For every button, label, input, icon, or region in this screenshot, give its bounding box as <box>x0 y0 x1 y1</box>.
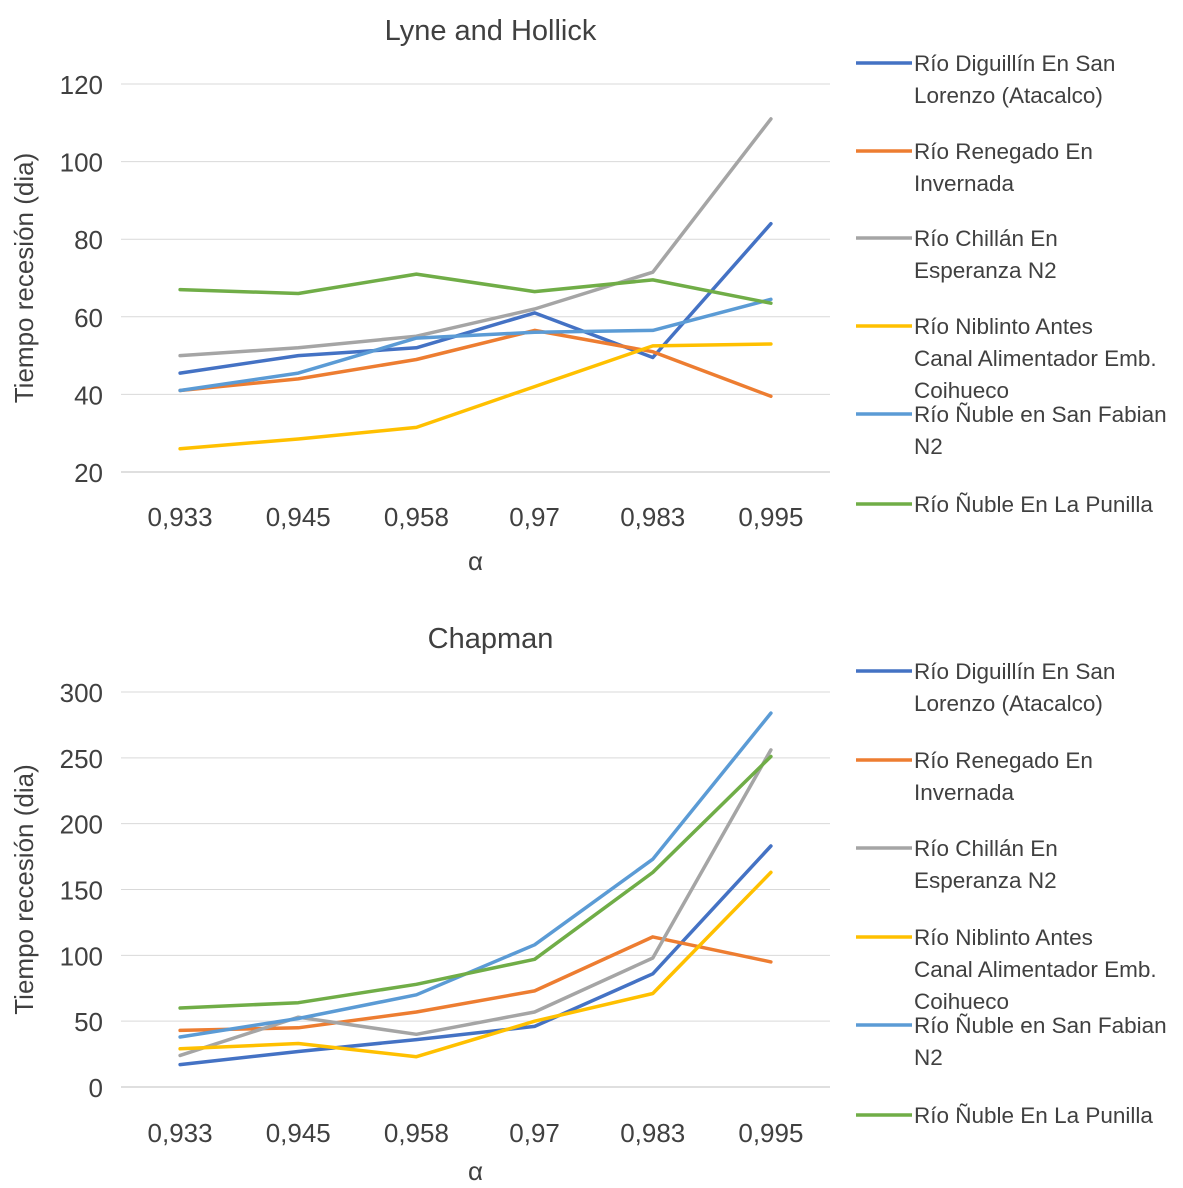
x-tick-label: 0,933 <box>148 1118 213 1148</box>
x-tick-label: 0,983 <box>620 1118 685 1148</box>
chart-title: Chapman <box>428 623 554 655</box>
x-tick-label: 0,958 <box>384 1118 449 1148</box>
chart-title: Lyne and Hollick <box>385 15 597 47</box>
legend-item-rio-nuble-en-san-fabian-n2: Río Ñuble en San Fabian N2 <box>856 402 1167 459</box>
y-tick-label: 60 <box>74 303 103 333</box>
y-tick-label: 100 <box>60 941 103 971</box>
x-tick-label: 0,97 <box>509 502 560 532</box>
series-line-rio-renegado-en-invernada <box>178 328 773 399</box>
series-line-rio-chillan-en-esperanza-n2 <box>178 117 773 358</box>
legend-item-rio-renegado-en-invernada: Río Renegado En Invernada <box>856 139 1093 196</box>
y-tick-label: 150 <box>60 876 103 906</box>
legend-item-rio-nuble-en-la-punilla: Río Ñuble En La Punilla <box>856 492 1153 517</box>
legend: Río Diguillín En San Lorenzo (Atacalco) Rí… <box>856 659 1167 1128</box>
series-line-rio-nuble-en-san-fabian-n2 <box>178 711 773 1039</box>
y-tick-label: 80 <box>74 225 103 255</box>
chart-lyne-and-hollick: Lyne and Hollick 20 40 60 80 100 120 0,933 0,945… <box>9 15 1167 576</box>
x-axis-label: α <box>468 1156 483 1186</box>
x-tick-label: 0,97 <box>509 1118 560 1148</box>
legend-item-rio-diguillin-en-san-lorenzo-atacalco: Río Diguillín En San Lorenzo (Atacalco) <box>856 659 1115 716</box>
x-tick-label: 0,983 <box>620 502 685 532</box>
legend-item-rio-niblinto-antes-canal-alimentador-emb-coihueco: Río Niblinto Antes Canal Alimentador Emb.… <box>856 925 1157 1014</box>
legend-label: Río Diguillín En San Lorenzo (Atacalco) <box>914 659 1115 716</box>
legend-label: Río Ñuble en San Fabian N2 <box>914 402 1167 459</box>
legend-label: Río Ñuble en San Fabian N2 <box>914 1013 1167 1070</box>
legend-item-rio-chillan-en-esperanza-n2: Río Chillán En Esperanza N2 <box>856 226 1058 283</box>
x-axis-label: α <box>468 546 483 576</box>
legend-label: Río Ñuble En La Punilla <box>914 1103 1153 1128</box>
y-tick-label: 40 <box>74 380 103 410</box>
y-tick-label: 200 <box>60 810 103 840</box>
series-line-rio-nuble-en-la-punilla <box>178 272 773 305</box>
legend-label: Río Ñuble En La Punilla <box>914 492 1153 517</box>
legend-label: Río Renegado En Invernada <box>914 139 1093 196</box>
y-tick-label: 300 <box>60 678 103 708</box>
legend-label: Río Renegado En Invernada <box>914 748 1093 805</box>
legend-item-rio-diguillin-en-san-lorenzo-atacalco: Río Diguillín En San Lorenzo (Atacalco) <box>856 51 1115 108</box>
series-line-rio-chillan-en-esperanza-n2 <box>178 748 773 1058</box>
legend-label: Río Chillán En Esperanza N2 <box>914 836 1058 893</box>
series-line-rio-diguillin-en-san-lorenzo-atacalco <box>178 844 773 1067</box>
y-tick-label: 0 <box>89 1073 103 1103</box>
legend-item-rio-chillan-en-esperanza-n2: Río Chillán En Esperanza N2 <box>856 836 1058 893</box>
x-tick-label: 0,945 <box>266 1118 331 1148</box>
series-line-rio-niblinto-antes-canal-alimentador-emb-coihueco <box>178 870 773 1059</box>
chart-chapman: Chapman 0 50 100 150 200 250 300 0,933 0,945 0,958… <box>9 623 1167 1186</box>
legend: Río Diguillín En San Lorenzo (Atacalco) Rí… <box>856 51 1167 517</box>
legend-label: Río Diguillín En San Lorenzo (Atacalco) <box>914 51 1115 108</box>
y-tick-label: 250 <box>60 744 103 774</box>
legend-item-rio-nuble-en-la-punilla: Río Ñuble En La Punilla <box>856 1103 1153 1128</box>
y-axis-label: Tiempo recesión (dia) <box>9 153 39 403</box>
legend-item-rio-renegado-en-invernada: Río Renegado En Invernada <box>856 748 1093 805</box>
legend-item-rio-nuble-en-san-fabian-n2: Río Ñuble en San Fabian N2 <box>856 1013 1167 1070</box>
y-axis-label: Tiempo recesión (dia) <box>9 764 39 1014</box>
legend-label: Río Chillán En Esperanza N2 <box>914 226 1058 283</box>
y-tick-label: 120 <box>60 70 103 100</box>
x-tick-label: 0,933 <box>148 502 213 532</box>
x-tick-label: 0,995 <box>738 502 803 532</box>
legend-label: Río Niblinto Antes Canal Alimentador Emb.… <box>914 314 1157 403</box>
series-line-rio-renegado-en-invernada <box>178 935 773 1033</box>
x-tick-label: 0,958 <box>384 502 449 532</box>
series-line-rio-nuble-en-san-fabian-n2 <box>178 297 773 393</box>
x-tick-label: 0,945 <box>266 502 331 532</box>
series-line-rio-niblinto-antes-canal-alimentador-emb-coihueco <box>178 342 773 451</box>
y-tick-label: 20 <box>74 458 103 488</box>
series-line-rio-diguillin-en-san-lorenzo-atacalco <box>178 221 773 375</box>
y-tick-label: 100 <box>60 148 103 178</box>
x-tick-label: 0,995 <box>738 1118 803 1148</box>
y-tick-label: 50 <box>74 1007 103 1037</box>
legend-label: Río Niblinto Antes Canal Alimentador Emb.… <box>914 925 1157 1014</box>
legend-item-rio-niblinto-antes-canal-alimentador-emb-coihueco: Río Niblinto Antes Canal Alimentador Emb.… <box>856 314 1157 403</box>
series-line-rio-nuble-en-la-punilla <box>178 754 773 1010</box>
